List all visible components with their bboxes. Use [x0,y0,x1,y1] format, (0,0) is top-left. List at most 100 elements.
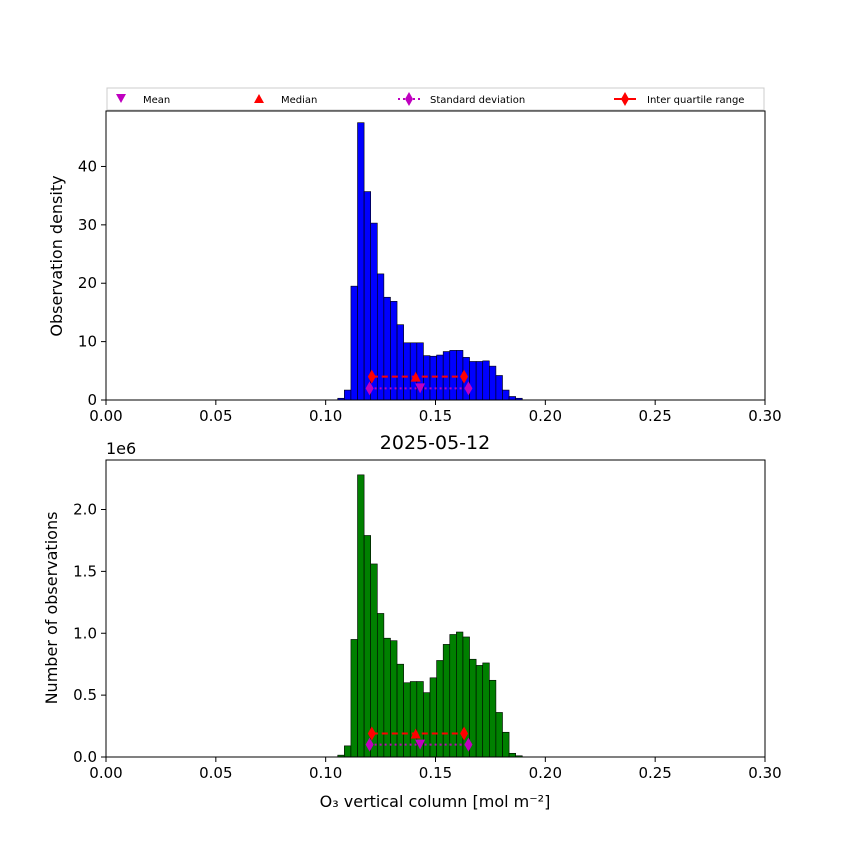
histogram-bar [502,731,510,758]
histogram-bar [344,389,352,401]
median-marker [410,371,421,382]
iqr-low-marker [367,369,376,384]
histogram-bar [502,389,510,401]
histogram-bar [344,745,352,758]
std-high-marker [464,737,473,752]
histogram-bar [482,360,490,401]
bottom-x-ticks: 0.00 0.05 0.10 0.15 0.20 0.25 0.30 [89,757,782,782]
x-tick-label: 0.00 [89,407,122,425]
histogram-bar [357,122,365,401]
median-marker [410,728,421,739]
iqr-high-marker [460,369,469,384]
legend-item-iqr: Inter quartile range [614,92,744,106]
y-tick-label: 20 [78,274,97,292]
x-tick-label: 0.00 [89,764,122,782]
histogram-bar [475,665,484,758]
histogram-bar [376,613,385,758]
top-y-ticks: 0 10 20 30 40 [78,157,106,409]
top-bars [337,122,523,401]
y-tick-label: 0.0 [73,748,97,766]
histogram-bar [403,342,411,401]
iqr-high-marker [460,726,469,741]
bottom-stat-markers [365,726,473,752]
histogram-bar [363,535,371,758]
mean-marker-icon [116,94,126,103]
histogram-bar [489,365,497,401]
top-y-axis-label: Observation density [47,175,66,336]
y-tick-label: 1.0 [73,624,97,642]
histogram-bar [390,640,398,758]
mean-marker [415,383,426,394]
histogram-bar [383,296,391,401]
bottom-y-offset-text: 1e6 [106,439,136,458]
legend: Mean Median Standard deviation Inter qua… [106,87,765,111]
histogram-bar [396,663,404,758]
histogram-bar [429,355,437,401]
y-tick-label: 2.0 [73,501,97,519]
y-tick-label: 30 [78,216,97,234]
bottom-y-ticks: 0.0 0.5 1.0 1.5 2.0 [73,501,106,766]
bottom-x-axis-label: O₃ vertical column [mol m⁻²] [320,792,551,811]
histogram-bar [409,342,418,401]
x-tick-label: 0.20 [529,407,562,425]
histogram-bar [482,662,490,758]
x-tick-label: 0.15 [419,764,452,782]
histogram-bar [436,660,444,758]
x-tick-label: 0.30 [748,764,781,782]
histogram-bar [449,634,457,758]
histogram-bar [475,361,484,401]
histogram-bar [357,474,365,758]
mean-marker [415,739,426,750]
x-tick-label: 0.25 [638,764,671,782]
x-tick-label: 0.30 [748,407,781,425]
histogram-bar [469,361,477,401]
median-marker-icon [254,94,264,103]
histogram-bar [495,712,503,758]
histogram-bar [449,350,457,401]
histogram-bar [508,752,516,758]
x-tick-label: 0.15 [419,407,452,425]
legend-label-mean: Mean [143,95,170,106]
std-diamond-icon [405,92,413,106]
legend-label-median: Median [281,95,317,106]
histogram-bar [489,679,497,758]
histogram-bar [350,639,358,758]
iqr-low-marker [367,726,376,741]
histogram-bar [350,285,358,401]
histogram-bar [376,273,385,401]
top-histogram-panel: 0.00 0.05 0.10 0.15 0.20 0.25 0.30 0 10 20 30 40 O… [47,110,782,425]
histogram-bar [508,396,516,401]
y-tick-label: 40 [78,157,97,175]
top-stat-markers [365,369,473,396]
legend-item-std: Standard deviation [398,92,525,106]
histogram-bar [363,191,371,401]
legend-label-std: Standard deviation [430,95,525,106]
histogram-bar [495,375,503,401]
bottom-histogram-panel: 2025-05-12 1e6 0.00 0.05 0.10 0.15 0.20 0.25 0… [42,432,782,811]
histogram-bar [456,631,464,758]
y-tick-label: 1.5 [73,562,97,580]
y-tick-label: 0 [87,391,97,409]
y-tick-label: 0.5 [73,686,97,704]
legend-box [106,87,765,111]
x-tick-label: 0.05 [199,407,232,425]
histogram-bar [409,681,418,758]
bottom-bars [337,474,523,758]
bottom-chart-title: 2025-05-12 [380,432,490,454]
x-tick-label: 0.25 [638,407,671,425]
x-tick-label: 0.10 [309,407,342,425]
histogram-bar [442,644,451,758]
y-tick-label: 10 [78,333,97,351]
x-tick-label: 0.05 [199,764,232,782]
std-high-marker [464,381,473,396]
legend-label-iqr: Inter quartile range [647,95,744,106]
x-tick-label: 0.20 [529,764,562,782]
iqr-diamond-icon [621,92,629,106]
x-tick-label: 0.10 [309,764,342,782]
legend-item-median: Median [254,94,317,106]
bottom-y-axis-label: Number of observations [42,512,61,705]
histogram-bar [403,682,411,758]
histogram-bar [423,692,431,758]
histogram-bar [383,637,391,758]
